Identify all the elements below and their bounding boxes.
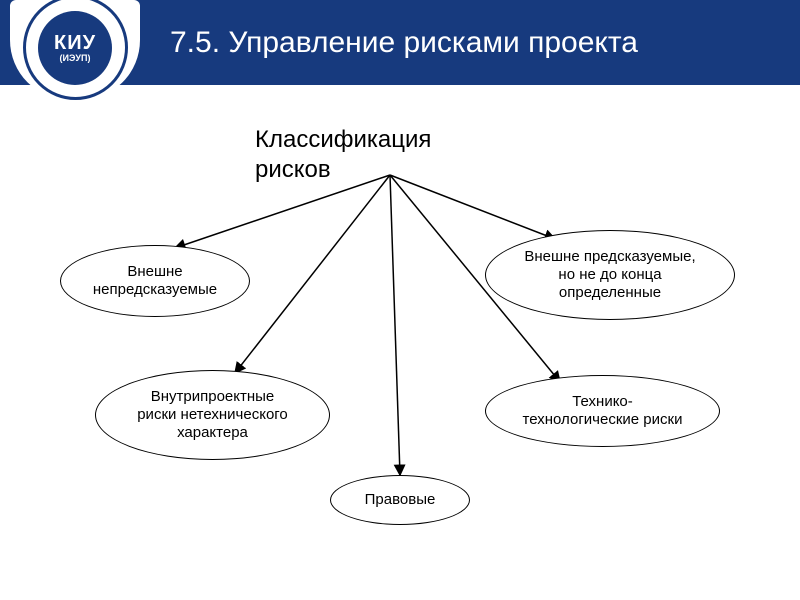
node-n2: Внешне предсказуемые,но не до концаопред…: [485, 230, 735, 320]
node-n1: Внешненепредсказуемые: [60, 245, 250, 317]
diagram-center-label: Классификациярисков: [255, 125, 431, 185]
logo-core: КИУ (ИЭУП): [38, 11, 112, 85]
node-n4: Технико-технологические риски: [485, 375, 720, 447]
logo-text-main: КИУ: [54, 32, 96, 55]
node-n3: Внутрипроектныериски нетехническогохарак…: [95, 370, 330, 460]
page-title: 7.5. Управление рисками проекта: [170, 26, 638, 60]
logo-text-sub: (ИЭУП): [60, 53, 91, 63]
slide-header: КИУ (ИЭУП) 7.5. Управление рисками проек…: [0, 0, 800, 85]
node-n5: Правовые: [330, 475, 470, 525]
classification-diagram: Классификациярисков Внешненепредсказуемы…: [0, 85, 800, 600]
